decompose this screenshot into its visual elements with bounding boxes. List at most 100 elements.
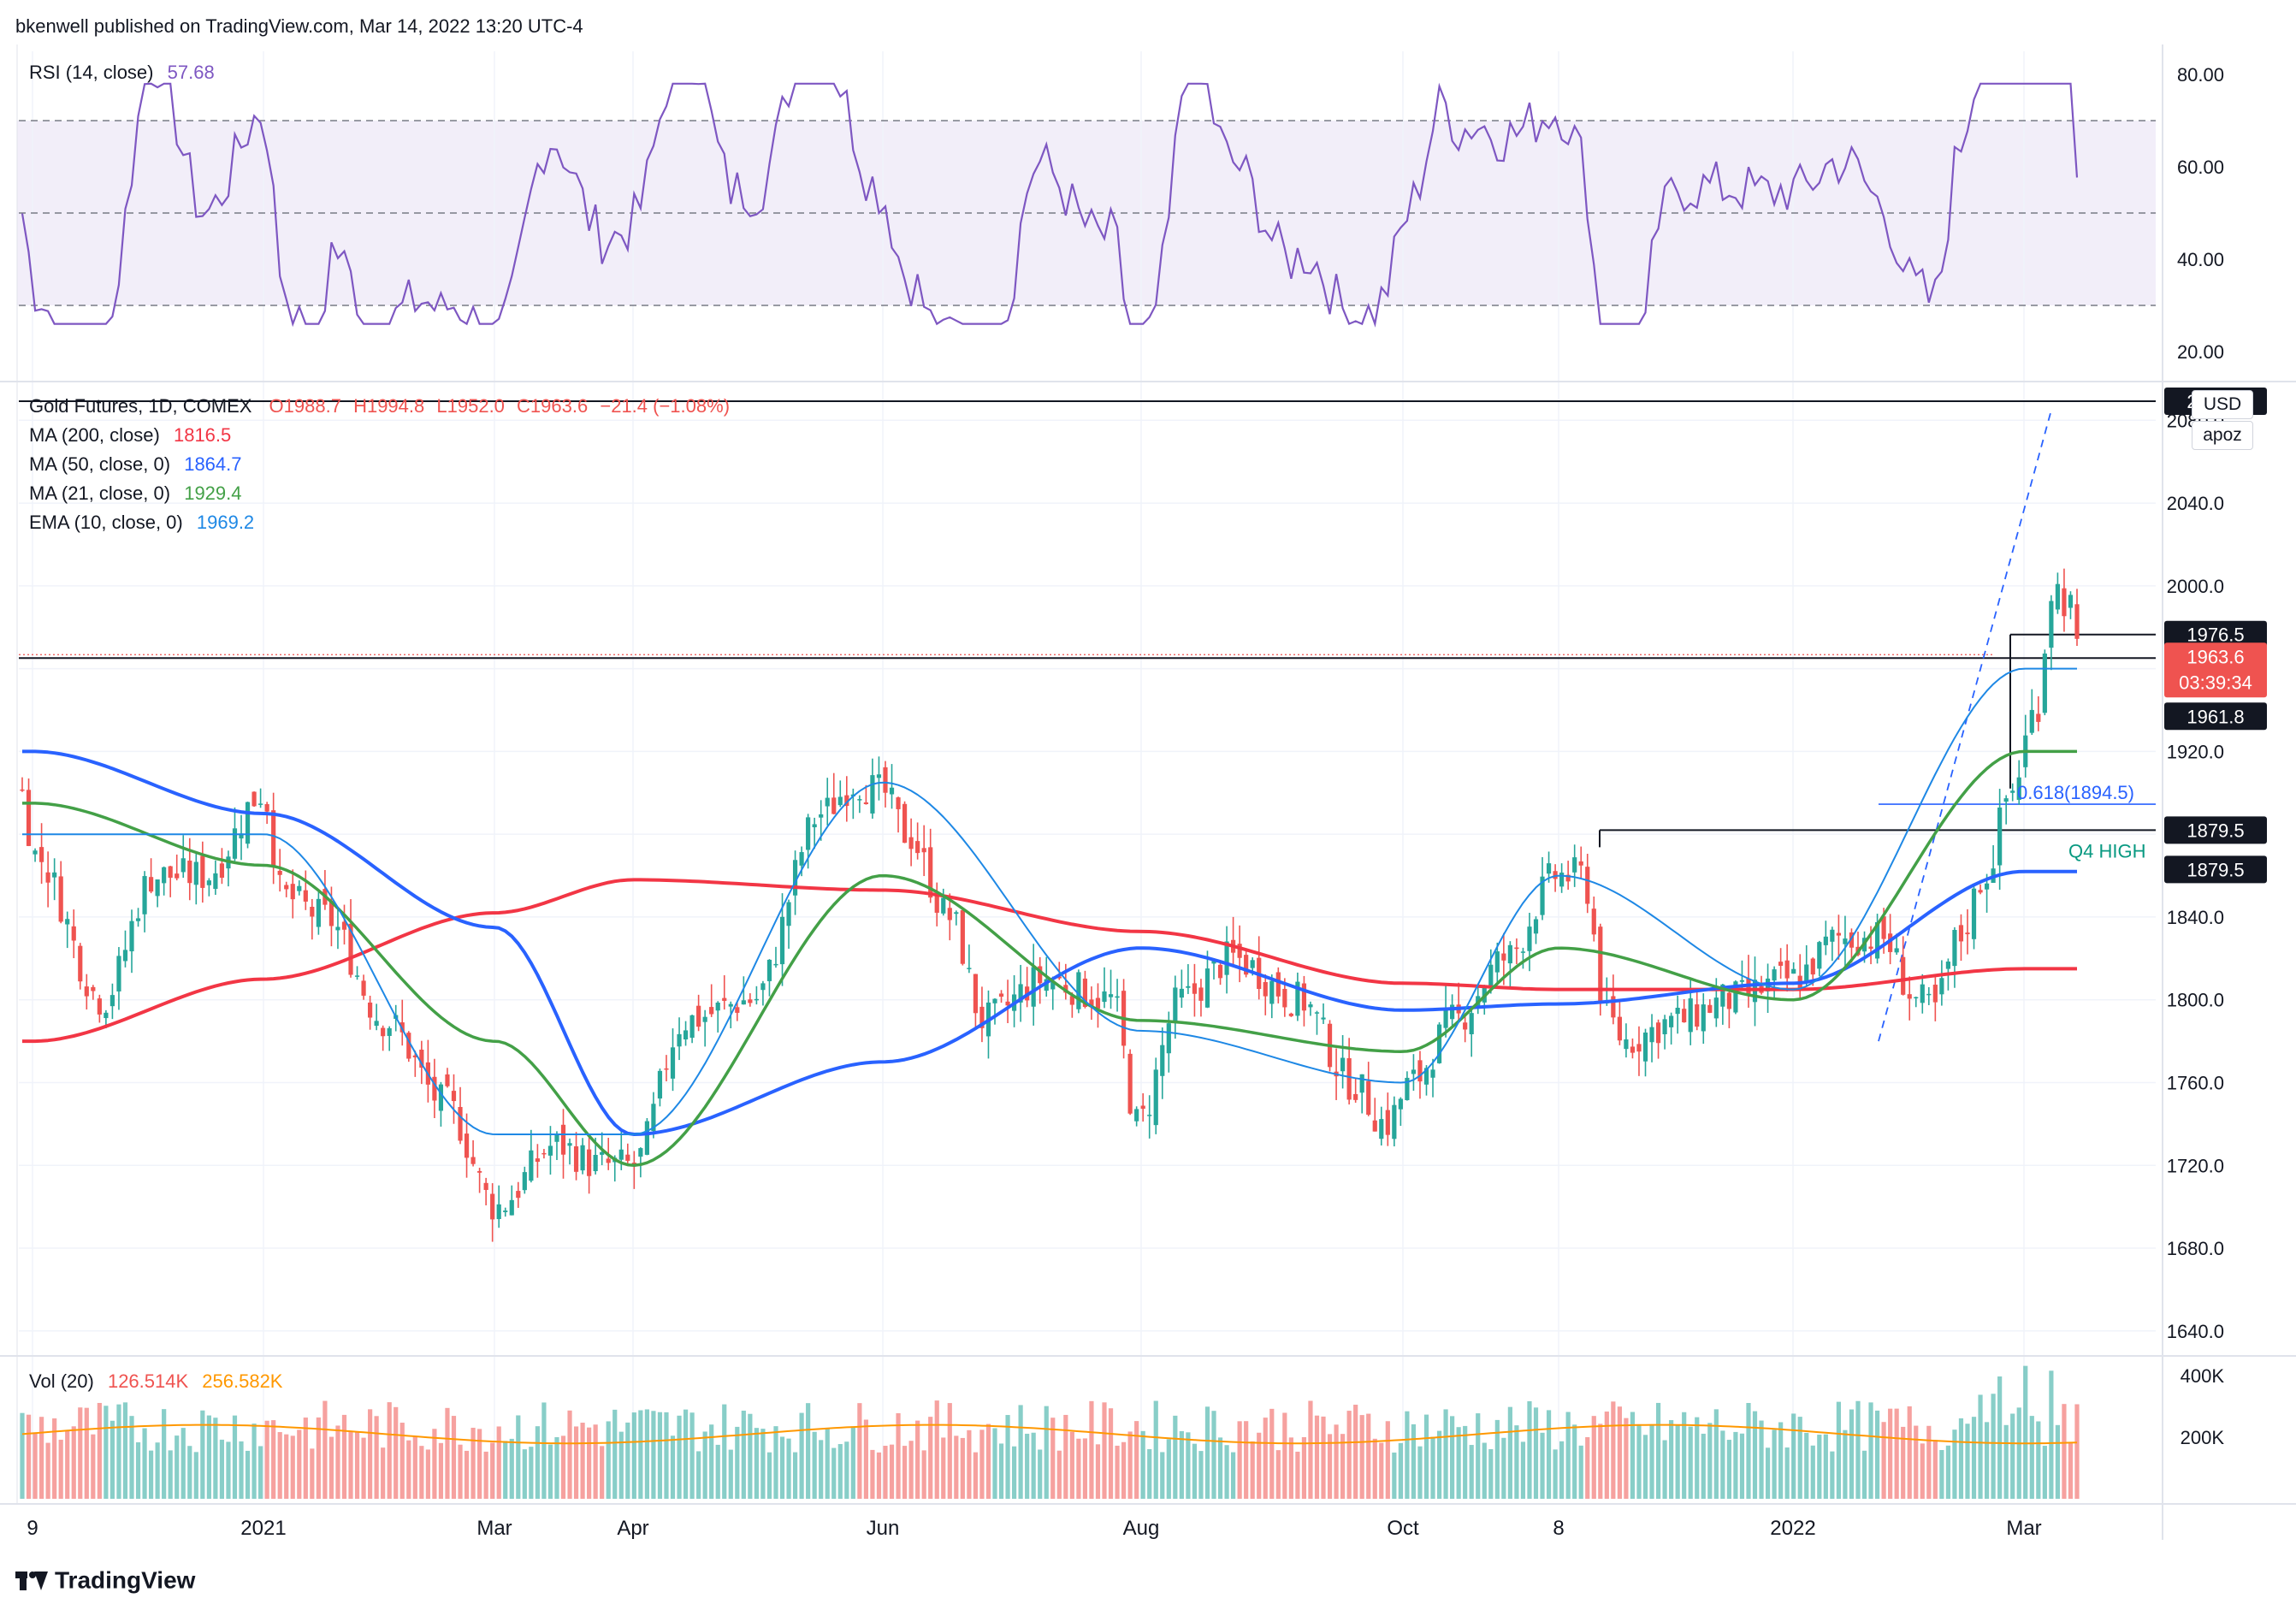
volume-bar — [470, 1427, 476, 1499]
candle-body — [20, 789, 25, 791]
candle-body — [779, 916, 785, 965]
volume-legend[interactable]: Vol (20) 126.514K 256.582K — [29, 1370, 282, 1393]
volume-bar — [2062, 1404, 2067, 1499]
candle-body — [934, 896, 939, 913]
ohlc-close: C1963.6 — [517, 395, 589, 417]
candle-body — [335, 926, 340, 931]
volume-bar — [908, 1441, 914, 1499]
candle-body — [522, 1172, 527, 1191]
volume-axis-label: 400K — [2181, 1365, 2225, 1387]
candle-body — [883, 767, 888, 793]
candle-body — [1926, 993, 1932, 996]
candle-body — [664, 1068, 669, 1070]
volume-bar — [2023, 1365, 2028, 1499]
volume-bar — [773, 1426, 778, 1499]
volume-bar — [1121, 1441, 1127, 1499]
volume-bar — [122, 1402, 128, 1499]
symbol-label: Gold Futures, 1D, COMEX — [29, 395, 252, 417]
volume-bar — [284, 1434, 289, 1499]
symbol-legend[interactable]: Gold Futures, 1D, COMEX O1988.7 H1994.8 … — [29, 395, 730, 417]
volume-bar — [812, 1431, 817, 1499]
candle-body — [831, 797, 837, 814]
volume-bar — [26, 1414, 32, 1499]
candle-body — [175, 873, 180, 879]
volume-bar — [1056, 1450, 1062, 1499]
candle-body — [1488, 964, 1494, 988]
currency-button[interactable]: USD — [2192, 390, 2253, 419]
volume-bar — [1540, 1432, 1545, 1499]
volume-bar — [644, 1409, 649, 1499]
tag-support: 1961.8 — [2187, 706, 2244, 727]
volume-bar — [587, 1427, 592, 1499]
volume-bar — [1173, 1415, 1178, 1499]
volume-bar — [600, 1446, 605, 1499]
rsi-axis-label: 40.00 — [2177, 249, 2224, 270]
volume-bar — [1894, 1408, 1899, 1499]
volume-bar — [1720, 1430, 1725, 1499]
volume-bar — [1598, 1424, 1603, 1499]
candle-body — [1894, 948, 1899, 953]
candle-body — [1392, 1104, 1397, 1139]
volume-bar — [779, 1436, 785, 1499]
candle-body — [361, 980, 366, 996]
candle-body — [1874, 921, 1880, 959]
volume-bar — [1817, 1435, 1822, 1499]
tradingview-logo[interactable]: TradingView — [15, 1566, 195, 1595]
candle-body — [1198, 987, 1204, 1001]
scale-button[interactable]: apoz — [2192, 421, 2253, 450]
candle-body — [1263, 981, 1268, 997]
grid — [19, 51, 2156, 1499]
volume-bar — [560, 1435, 566, 1499]
candle-body — [535, 1158, 540, 1163]
rsi-axis-label: 20.00 — [2177, 341, 2224, 363]
volume-bar — [193, 1452, 198, 1499]
ema10-legend[interactable]: EMA (10, close, 0) 1969.2 — [29, 512, 254, 534]
ma21-value: 1929.4 — [184, 482, 242, 504]
candle-body — [2074, 604, 2080, 639]
volume-bar — [175, 1435, 180, 1499]
candle-body — [1540, 876, 1545, 915]
volume-bar — [1746, 1403, 1751, 1499]
candle-body — [954, 912, 959, 915]
candle-body — [1965, 932, 1970, 935]
candle-body — [1642, 1033, 1648, 1062]
volume-bar — [863, 1419, 869, 1499]
volume-bar — [638, 1410, 643, 1499]
candle-body — [625, 1154, 630, 1161]
volume-bar — [419, 1446, 424, 1499]
candle-body — [1984, 883, 1990, 890]
volume-bar — [593, 1424, 598, 1499]
volume-bar — [850, 1426, 855, 1499]
candle-body — [908, 837, 914, 849]
candle-body — [618, 1149, 624, 1160]
volume-bar — [2042, 1446, 2047, 1499]
rsi-label: RSI (14, close) — [29, 62, 154, 83]
volume-bar — [973, 1452, 979, 1499]
candle-body — [1952, 930, 1957, 967]
candle-body — [1810, 958, 1815, 975]
ma50-legend[interactable]: MA (50, close, 0) 1864.7 — [29, 453, 242, 476]
volume-bar — [1385, 1421, 1390, 1499]
candle-body — [1978, 890, 1983, 893]
price-panel — [17, 387, 2156, 1353]
candle-body — [1553, 871, 1558, 879]
volume-bar — [245, 1450, 251, 1499]
candle-body — [1417, 1060, 1423, 1082]
candle-body — [168, 866, 173, 879]
ma21-legend[interactable]: MA (21, close, 0) 1929.4 — [29, 482, 242, 505]
tag-support-bg — [2164, 702, 2267, 731]
candle-body — [1082, 978, 1088, 1007]
volume-bar — [799, 1412, 804, 1499]
candle-body — [1076, 972, 1081, 1009]
volume-bar — [232, 1415, 238, 1499]
candle-body — [1784, 960, 1790, 979]
candle-body — [960, 909, 965, 964]
volume-bar — [1881, 1422, 1886, 1499]
volume-bar — [1920, 1443, 1925, 1499]
candle-body — [1115, 996, 1120, 998]
volume-bar — [1301, 1436, 1307, 1499]
ma200-legend[interactable]: MA (200, close) 1816.5 — [29, 424, 231, 447]
candle-body — [490, 1193, 495, 1220]
